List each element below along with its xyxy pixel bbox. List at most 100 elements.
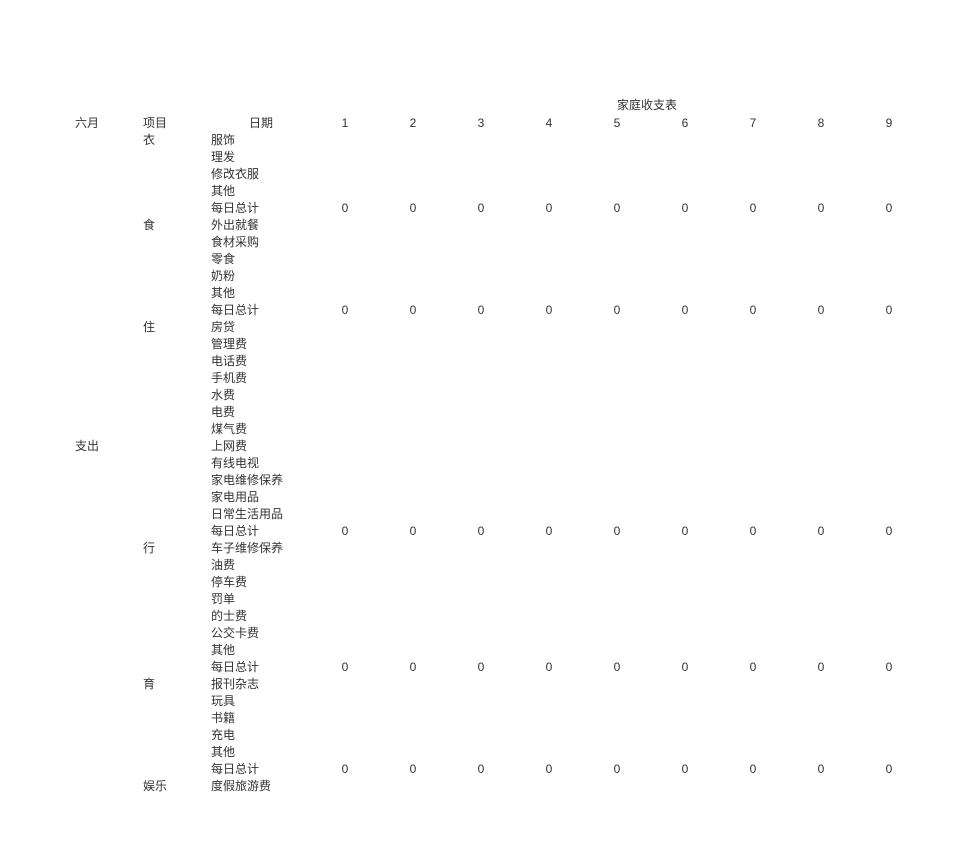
data-cell bbox=[379, 268, 447, 285]
data-cell bbox=[651, 778, 719, 795]
data-cell bbox=[515, 472, 583, 489]
data-cell bbox=[719, 387, 787, 404]
data-cell bbox=[583, 693, 651, 710]
data-cell bbox=[651, 676, 719, 693]
data-cell bbox=[583, 642, 651, 659]
data-cell bbox=[651, 489, 719, 506]
data-cell bbox=[583, 336, 651, 353]
subtotal-cell: 0 bbox=[379, 302, 447, 319]
data-cell bbox=[855, 744, 923, 761]
data-cell bbox=[855, 370, 923, 387]
table-row: 支出上网费 bbox=[75, 438, 974, 455]
empty-cell bbox=[143, 506, 211, 523]
data-cell bbox=[855, 693, 923, 710]
table-title: 家庭收支表 bbox=[75, 96, 974, 113]
data-cell bbox=[787, 489, 855, 506]
data-cell bbox=[787, 132, 855, 149]
data-cell bbox=[379, 132, 447, 149]
day-header-3: 3 bbox=[447, 115, 515, 132]
data-cell bbox=[787, 608, 855, 625]
data-cell bbox=[379, 625, 447, 642]
subtotal-cell: 0 bbox=[719, 302, 787, 319]
data-cell bbox=[583, 217, 651, 234]
data-cell bbox=[379, 472, 447, 489]
data-cell bbox=[651, 625, 719, 642]
data-cell bbox=[719, 268, 787, 285]
data-cell bbox=[719, 336, 787, 353]
empty-cell bbox=[75, 489, 143, 506]
data-cell bbox=[651, 336, 719, 353]
empty-cell bbox=[143, 693, 211, 710]
data-cell bbox=[311, 693, 379, 710]
empty-cell bbox=[75, 710, 143, 727]
data-cell bbox=[719, 506, 787, 523]
data-cell bbox=[379, 370, 447, 387]
data-cell bbox=[583, 540, 651, 557]
data-cell bbox=[379, 234, 447, 251]
table-row: 行车子维修保养 bbox=[75, 540, 974, 557]
data-cell bbox=[379, 608, 447, 625]
table-row: 其他 bbox=[75, 183, 974, 200]
subtotal-cell: 0 bbox=[651, 659, 719, 676]
data-cell bbox=[855, 132, 923, 149]
data-cell bbox=[787, 268, 855, 285]
table-row: 食外出就餐 bbox=[75, 217, 974, 234]
subtotal-cell: 0 bbox=[447, 200, 515, 217]
category-label: 衣 bbox=[143, 132, 211, 149]
data-cell bbox=[515, 744, 583, 761]
data-cell bbox=[787, 778, 855, 795]
data-cell bbox=[515, 387, 583, 404]
subtotal-cell: 0 bbox=[719, 200, 787, 217]
category-label: 食 bbox=[143, 217, 211, 234]
data-cell bbox=[787, 676, 855, 693]
table-row: 日常生活用品 bbox=[75, 506, 974, 523]
empty-cell bbox=[75, 778, 143, 795]
table-row: 每日总计000000000 bbox=[75, 659, 974, 676]
data-cell bbox=[787, 472, 855, 489]
item-label: 电话费 bbox=[211, 353, 311, 370]
item-label: 日常生活用品 bbox=[211, 506, 311, 523]
data-cell bbox=[379, 642, 447, 659]
data-cell bbox=[583, 149, 651, 166]
table-row: 罚单 bbox=[75, 591, 974, 608]
table-row: 停车费 bbox=[75, 574, 974, 591]
data-cell bbox=[855, 438, 923, 455]
data-cell bbox=[583, 625, 651, 642]
data-cell bbox=[311, 370, 379, 387]
data-cell bbox=[583, 132, 651, 149]
data-cell bbox=[311, 183, 379, 200]
subtotal-cell: 0 bbox=[719, 761, 787, 778]
data-cell bbox=[447, 217, 515, 234]
empty-cell bbox=[143, 642, 211, 659]
data-cell bbox=[787, 336, 855, 353]
subtotal-cell: 0 bbox=[447, 523, 515, 540]
item-label: 油费 bbox=[211, 557, 311, 574]
data-cell bbox=[651, 455, 719, 472]
data-cell bbox=[855, 727, 923, 744]
empty-cell bbox=[143, 438, 211, 455]
data-cell bbox=[787, 591, 855, 608]
data-cell bbox=[447, 676, 515, 693]
empty-cell bbox=[75, 353, 143, 370]
subtotal-cell: 0 bbox=[447, 302, 515, 319]
data-cell bbox=[719, 693, 787, 710]
data-cell bbox=[515, 676, 583, 693]
item-label: 食材采购 bbox=[211, 234, 311, 251]
data-cell bbox=[855, 421, 923, 438]
data-cell bbox=[719, 778, 787, 795]
table-row: 理发 bbox=[75, 149, 974, 166]
data-cell bbox=[311, 455, 379, 472]
data-cell bbox=[651, 506, 719, 523]
data-cell bbox=[583, 591, 651, 608]
item-label: 玩具 bbox=[211, 693, 311, 710]
data-cell bbox=[583, 727, 651, 744]
subtotal-cell: 0 bbox=[311, 761, 379, 778]
empty-cell bbox=[75, 387, 143, 404]
item-label: 管理费 bbox=[211, 336, 311, 353]
data-cell bbox=[787, 421, 855, 438]
subtotal-cell: 0 bbox=[787, 659, 855, 676]
data-cell bbox=[583, 557, 651, 574]
data-cell bbox=[515, 370, 583, 387]
data-cell bbox=[651, 217, 719, 234]
data-cell bbox=[855, 676, 923, 693]
